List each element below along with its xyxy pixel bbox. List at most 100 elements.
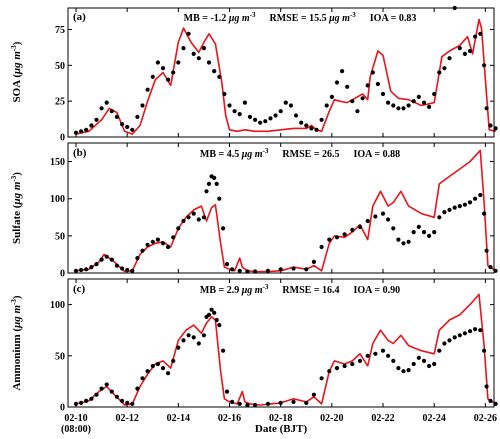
x-axis-tick-label: 02-12 (115, 413, 138, 424)
panel-soa-observation-point (258, 120, 263, 125)
panel-sulfate-observation-point (84, 267, 89, 272)
panel-sulfate-observation-point (135, 256, 140, 261)
panel-soa-observation-point (135, 114, 140, 119)
panel-sulfate-observation-point (109, 257, 114, 262)
panel-soa-stats: MB = -1.2 μg m-3 RMSE = 15.5 μg m-3 IOA = … (184, 11, 417, 24)
panel-soa-observation-point (253, 117, 258, 122)
panel-sulfate-observation-point (79, 267, 84, 273)
x-axis-tick-label: 02-16 (218, 413, 241, 424)
panel-ammonium-observation-point (191, 335, 196, 340)
panel-sulfate-observation-point (411, 230, 416, 235)
panel-ammonium-observation-point (253, 402, 258, 408)
panel-sulfate-observation-point (196, 217, 201, 222)
panel-ammonium-observation-point (319, 376, 324, 381)
panel-ammonium-observation-point (401, 369, 406, 374)
panel-sulfate-observation-point (342, 232, 347, 237)
panel-soa-observation-point (421, 100, 427, 105)
panel-soa-observation-point (299, 120, 304, 125)
panel-ammonium-observation-point (212, 310, 217, 315)
panel-ammonium-observation-point (171, 358, 176, 363)
panel-soa-observation-point (150, 74, 155, 79)
panel-sulfate-observation-point (334, 235, 340, 240)
panel-soa-observation-point (191, 51, 196, 57)
panel-ammonium-stats: MB = 2.9 μg m-3 RMSE = 16.4 IOA = 0.90 (200, 283, 400, 296)
panel-soa-observation-point (396, 106, 401, 111)
panel-soa-observation-point (181, 46, 186, 51)
panel-ammonium-observation-point (462, 331, 467, 336)
panel-soa-observation-point (237, 112, 242, 117)
panel-soa-observation-point (222, 91, 227, 97)
panel-soa-observation-point (386, 100, 391, 105)
panel-ammonium-simulation-line (75, 293, 497, 406)
panel-ammonium-observation-point (245, 402, 250, 408)
panel-ammonium-observation-point (406, 368, 411, 373)
panel-ammonium-observation-point (130, 401, 135, 406)
panel-ammonium-observation-point (104, 382, 109, 387)
panel-sulfate-observation-point (89, 265, 94, 270)
panel-ammonium-observation-point (265, 401, 270, 406)
panel-ammonium-ytick-label: 0 (60, 403, 65, 414)
panel-sulfate-observation-point (140, 248, 145, 253)
panel-sulfate: 0 50 100 150 (b) MB = 4.5 μg m-3 RMSE = 26.5… (10, 142, 498, 280)
panel-ammonium-observation-point (73, 401, 79, 406)
panel-sulfate-observation-point (467, 200, 473, 205)
panel-soa-observation-point (467, 48, 473, 54)
panel-ammonium-ylabel: Ammonium (μg m-3) (10, 295, 23, 390)
panel-sulfate-observation-point (365, 218, 370, 224)
panel-soa-observation-point (89, 123, 94, 128)
panel-sulfate-observation-point (166, 244, 171, 250)
panel-soa-observation-point (278, 109, 283, 114)
panel-soa-observation-point (273, 113, 278, 118)
panel-ammonium-frame (67, 278, 495, 408)
panel-soa-observation-point (196, 56, 201, 61)
x-axis-first-tick-sublabel: (08:00) (61, 424, 91, 435)
panel-sulfate-observation-point (237, 268, 242, 273)
panel-soa-observation-point (442, 66, 447, 71)
panel-ammonium-observation-point (373, 351, 378, 356)
panel-sulfate-observation-point (217, 196, 222, 201)
panel-ammonium-observation-point (109, 389, 114, 394)
panel-ammonium-observation-point (457, 333, 462, 338)
panel-soa-observation-point (340, 69, 345, 74)
panel-soa-observation-point (304, 123, 309, 128)
panel-ammonium-observation-point (447, 338, 452, 343)
panel-sulfate-observation-point (114, 263, 119, 268)
panel-soa-observation-point (84, 127, 89, 132)
panel-ammonium-observation-point (482, 348, 487, 353)
panel-soa-observation-point (99, 106, 104, 111)
x-axis-tick-label: 02-22 (371, 413, 394, 424)
panel-sulfate-observation-point (214, 181, 219, 186)
panel-sulfate-observation-point (150, 239, 155, 244)
panel-sulfate-observation-point (176, 226, 181, 231)
panel-ammonium-letter: (c) (73, 283, 86, 295)
x-axis-tick-label: 02-26 (474, 413, 497, 424)
panel-soa-observation-point (268, 116, 273, 121)
panel-ammonium-observation-point (230, 399, 235, 404)
panel-sulfate-observation-point (350, 227, 355, 232)
panel-soa-observation-point (375, 81, 380, 87)
panel-sulfate-observation-point (230, 267, 235, 272)
panel-soa-observation-point (355, 109, 360, 114)
panel-sulfate-observation-point (155, 237, 160, 242)
panel-ammonium-observation-point (125, 400, 130, 405)
panel-sulfate-observation-point (391, 226, 396, 231)
panel-sulfate-observation-point (186, 215, 191, 220)
panel-ammonium-observation-point (196, 341, 201, 346)
x-axis: 02-10 02-12 02-14 02-16 02-18 02-20 02-22 02-24… (64, 413, 497, 424)
panel-soa-observation-point (482, 63, 487, 68)
panel-sulfate-observation-point (191, 211, 196, 216)
panel-soa-observation-point (160, 66, 166, 71)
panel-ammonium-observation-point (327, 369, 332, 374)
panel-ammonium-observation-point (411, 361, 416, 367)
panel-ammonium-observation-point (84, 398, 89, 403)
panel-soa-observation-point (427, 104, 432, 109)
panel-soa-observation-point (350, 99, 355, 104)
panel-soa-observation-point (232, 109, 237, 114)
panel-sulfate-observation-point (457, 204, 462, 209)
panel-sulfate-observation-point (171, 235, 176, 240)
panel-soa-observation-point (140, 103, 145, 108)
panel-ammonium-observation-point (79, 400, 84, 405)
panel-soa-observation-point (104, 100, 109, 105)
panel-ammonium-observation-point (209, 307, 214, 312)
